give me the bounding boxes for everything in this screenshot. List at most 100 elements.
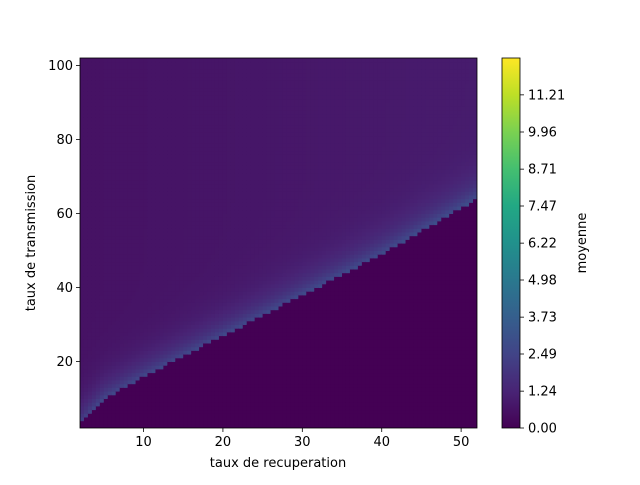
heatmap-cell xyxy=(207,228,212,233)
heatmap-cell xyxy=(218,405,224,411)
heatmap-cell xyxy=(127,328,133,333)
heatmap-cell xyxy=(147,239,153,244)
heatmap-cell xyxy=(207,298,212,303)
heatmap-cell xyxy=(155,350,160,355)
heatmap-cell xyxy=(127,206,133,211)
heatmap-cell xyxy=(258,69,264,74)
heatmap-cell xyxy=(242,420,248,425)
heatmap-cell xyxy=(139,224,145,229)
heatmap-cell xyxy=(226,379,232,385)
heatmap-cell xyxy=(167,413,172,418)
heatmap-cell xyxy=(127,117,133,122)
heatmap-cell xyxy=(238,217,244,222)
heatmap-cell xyxy=(211,220,216,226)
heatmap-cell xyxy=(171,394,176,399)
heatmap-cell xyxy=(107,387,113,392)
heatmap-cell xyxy=(139,424,145,428)
heatmap-cell xyxy=(270,91,276,96)
heatmap-cell xyxy=(258,394,264,399)
heatmap-cell xyxy=(266,217,272,222)
heatmap-cell xyxy=(214,361,220,366)
heatmap-cell xyxy=(80,224,85,229)
heatmap-cell xyxy=(191,305,196,311)
heatmap-cell xyxy=(159,416,164,422)
heatmap-cell xyxy=(179,365,184,370)
heatmap-cell xyxy=(163,154,168,159)
heatmap-cell xyxy=(127,298,133,303)
heatmap-cell xyxy=(83,113,89,118)
heatmap-cell xyxy=(218,180,224,185)
heatmap-cell xyxy=(143,317,149,322)
heatmap-cell xyxy=(254,69,260,74)
heatmap-cell xyxy=(203,309,208,314)
heatmap-cell xyxy=(99,157,105,163)
heatmap-cell xyxy=(179,113,184,118)
heatmap-cell xyxy=(135,287,141,292)
heatmap-cell xyxy=(226,368,232,374)
heatmap-cell xyxy=(183,132,188,137)
heatmap-cell xyxy=(250,372,256,377)
heatmap-cell xyxy=(131,83,137,89)
heatmap-cell xyxy=(218,302,224,307)
heatmap-cell xyxy=(226,61,232,66)
heatmap-cell xyxy=(95,294,101,300)
heatmap-cell xyxy=(175,313,180,318)
heatmap-cell xyxy=(250,272,256,277)
heatmap-cell xyxy=(91,239,97,244)
heatmap-cell xyxy=(226,287,232,292)
heatmap-cell xyxy=(246,280,252,285)
heatmap-cell xyxy=(123,128,129,133)
heatmap-cell xyxy=(195,191,200,196)
heatmap-cell xyxy=(155,261,160,266)
heatmap-cell xyxy=(199,135,204,140)
heatmap-cell xyxy=(171,383,176,388)
heatmap-cell xyxy=(131,143,137,148)
heatmap-cell xyxy=(115,220,121,226)
heatmap-cell xyxy=(242,243,248,248)
heatmap-cell xyxy=(207,368,212,374)
heatmap-cell xyxy=(99,309,105,314)
heatmap-cell xyxy=(250,280,256,285)
heatmap-cell xyxy=(266,231,272,237)
heatmap-cell xyxy=(270,239,276,244)
heatmap-cell xyxy=(254,309,260,314)
heatmap-cell xyxy=(218,91,224,96)
heatmap-cell xyxy=(147,365,153,370)
heatmap-cell xyxy=(80,320,85,325)
heatmap-cell xyxy=(87,124,93,129)
heatmap-cell xyxy=(274,324,280,329)
heatmap-cell xyxy=(143,257,149,263)
heatmap-cell xyxy=(246,354,252,359)
heatmap-cell xyxy=(143,154,149,159)
heatmap-cell xyxy=(167,157,172,163)
heatmap-cells xyxy=(80,58,477,428)
heatmap-cell xyxy=(80,209,85,214)
heatmap-cell xyxy=(230,413,236,418)
heatmap-cell xyxy=(195,324,200,329)
heatmap-cell xyxy=(167,243,172,248)
heatmap-cell xyxy=(111,87,117,92)
heatmap-cell xyxy=(155,231,160,237)
heatmap-cell xyxy=(211,69,216,74)
heatmap-cell xyxy=(127,398,133,403)
heatmap-cell xyxy=(111,268,117,274)
heatmap-cell xyxy=(211,320,216,325)
heatmap-cell xyxy=(163,124,168,129)
heatmap-cell xyxy=(254,287,260,292)
heatmap-cell xyxy=(155,287,160,292)
heatmap-cell xyxy=(238,61,244,66)
heatmap-cell xyxy=(274,391,280,396)
heatmap-cell xyxy=(262,331,268,337)
heatmap-cell xyxy=(159,91,164,96)
heatmap-cell xyxy=(274,124,280,129)
heatmap-cell xyxy=(155,98,160,103)
heatmap-cell xyxy=(143,98,149,103)
heatmap-cell xyxy=(119,283,125,288)
heatmap-cell xyxy=(234,365,240,370)
heatmap-cell xyxy=(191,265,196,270)
heatmap-cell xyxy=(119,309,125,314)
heatmap-cell xyxy=(99,213,105,218)
heatmap-cell xyxy=(234,169,240,174)
heatmap-cell xyxy=(131,361,137,366)
heatmap-cell xyxy=(203,169,208,174)
